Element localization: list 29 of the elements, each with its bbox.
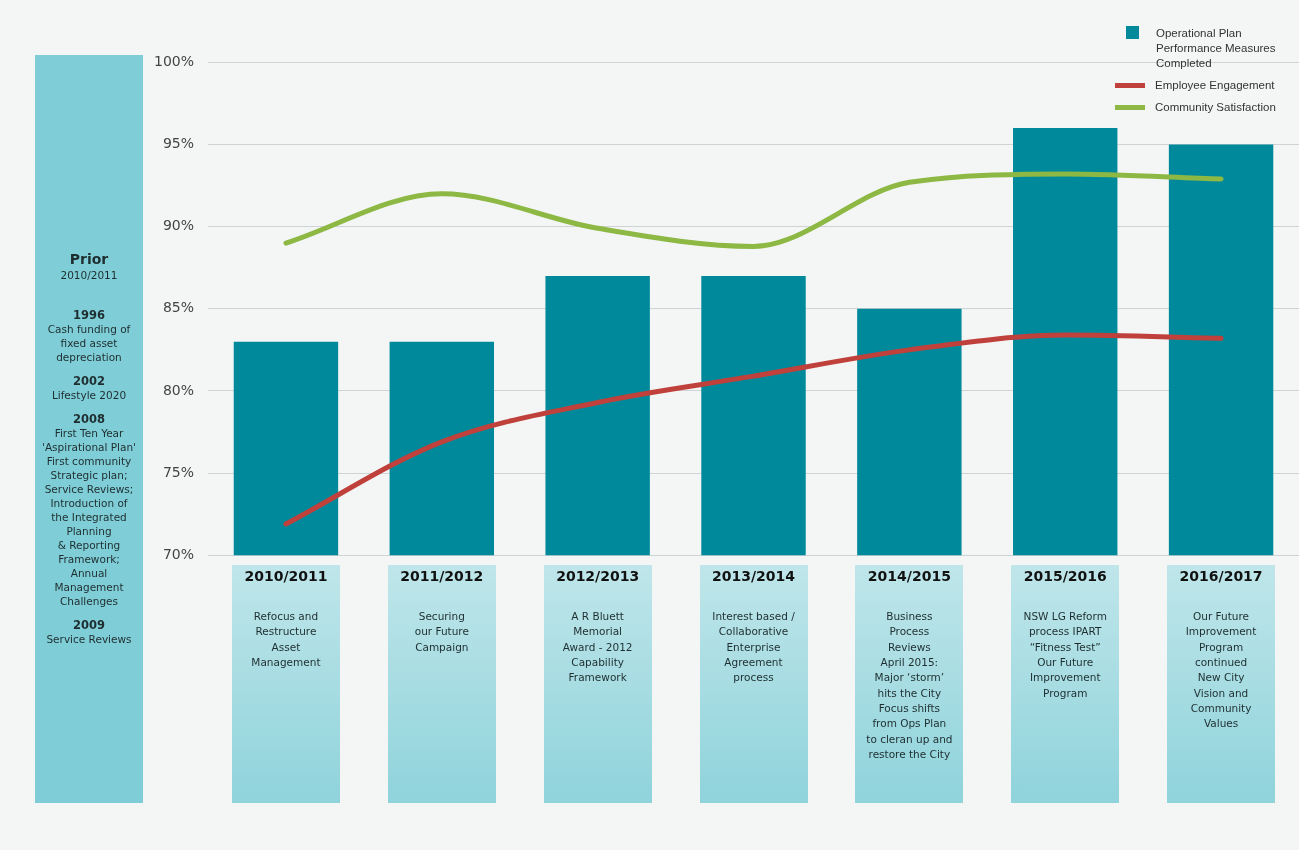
text: Prior 2010/2011	[59, 250, 119, 282]
text: NSW LG Reform process IPART “Fitness Test” Our Future Improvement Program	[1023, 610, 1107, 699]
y-tick-label: 75%	[162, 463, 195, 480]
x-tick-label: 2012/2013	[556, 568, 640, 585]
x-tick-label: 2014/2015	[867, 568, 951, 585]
text: Securing our Future Campaign	[414, 610, 469, 653]
x-tick-label: 2015/2016	[1023, 568, 1107, 585]
text: 2009 Service Reviews	[45, 618, 133, 646]
y-tick-label: 85%	[162, 299, 195, 316]
x-tick-label: 2013/2014	[711, 568, 796, 585]
y-tick-label: 100%	[153, 53, 195, 70]
text: 2008 First Ten Year 'Aspirational Plan' First community Strategic plan; Service Reviews; Introduction of the Integrated Planning & Reporting Framework; Annual Management Challenges	[42, 412, 136, 607]
text: Interest based / Collaborative Enterprise Agreement process	[712, 610, 795, 684]
text: Refocus and Restructure Asset Management	[251, 610, 321, 669]
text: Our Future Improvement Program continued New City Vision and Community Values	[1185, 610, 1257, 730]
legend-label: Employee Engagement	[1155, 78, 1276, 93]
text: 2002 Lifestyle 2020	[50, 374, 128, 402]
y-tick-label: 70%	[162, 545, 195, 562]
text: Business Process Reviews April 2015: Major ‘storm’ hits the City Focus shifts from Ops Plan to cleran up and restore the City	[866, 610, 953, 760]
legend-label: Operational Plan Performance Measures Completed	[1156, 26, 1277, 71]
x-tick-label: 2011/2012	[400, 568, 484, 585]
y-tick-label: 95%	[162, 135, 195, 152]
y-tick-label: 80%	[162, 381, 195, 398]
x-tick-label: 2010/2011	[244, 568, 328, 585]
x-tick-label: 2016/2017	[1179, 568, 1263, 585]
text: 1996 Cash funding of fixed asset depreciation	[46, 308, 132, 364]
legend-label: Community Satisfaction	[1155, 100, 1277, 115]
text: A R Bluett Memorial Award - 2012 Capability Framework	[562, 610, 633, 684]
y-tick-label: 90%	[162, 217, 195, 234]
